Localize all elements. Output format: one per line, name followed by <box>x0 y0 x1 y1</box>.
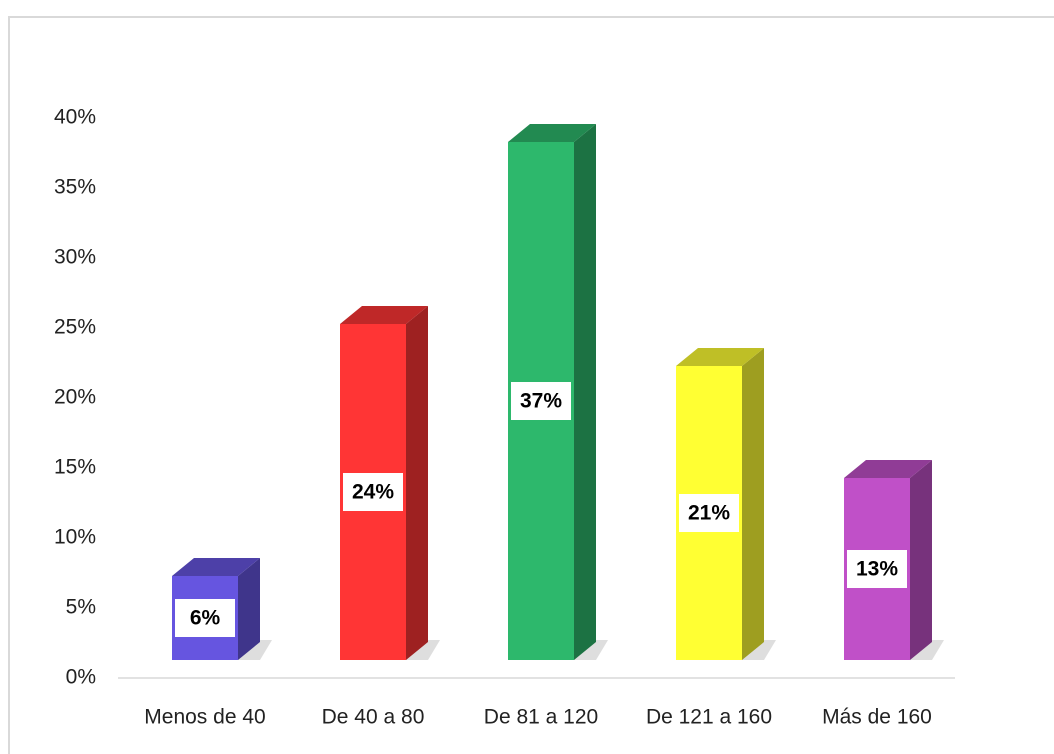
bar-side <box>742 348 764 660</box>
x-tick-label: De 81 a 120 <box>484 706 598 729</box>
value-label: 13% <box>856 558 898 581</box>
value-label-box <box>847 550 907 588</box>
x-tick-label: Menos de 40 <box>144 706 265 729</box>
x-tick-label: De 40 a 80 <box>322 706 425 729</box>
value-label-box <box>679 494 739 532</box>
x-tick-label: Más de 160 <box>822 706 932 729</box>
y-tick-label: 30% <box>54 246 96 269</box>
bar-top <box>844 460 932 478</box>
bar-top <box>172 558 260 576</box>
bar-side <box>910 460 932 660</box>
value-label-box <box>511 382 571 420</box>
value-label: 21% <box>688 502 730 525</box>
bar-side <box>406 306 428 660</box>
x-tick-label: De 121 a 160 <box>646 706 772 729</box>
y-tick-label: 10% <box>54 526 96 549</box>
chart-frame <box>8 16 1054 754</box>
bar-top <box>676 348 764 366</box>
bar-top <box>508 124 596 142</box>
bar-top <box>340 306 428 324</box>
bar-side <box>574 124 596 660</box>
value-label-box <box>175 599 235 637</box>
y-tick-label: 25% <box>54 316 96 339</box>
y-tick-label: 35% <box>54 176 96 199</box>
y-tick-label: 15% <box>54 456 96 479</box>
y-tick-label: 0% <box>66 666 96 689</box>
value-label: 37% <box>520 390 562 413</box>
value-label-box <box>343 473 403 511</box>
value-label: 6% <box>190 607 221 630</box>
bar-side <box>238 558 260 660</box>
y-tick-label: 40% <box>54 106 96 129</box>
y-tick-label: 20% <box>54 386 96 409</box>
value-label: 24% <box>352 481 394 504</box>
y-tick-label: 5% <box>66 596 96 619</box>
